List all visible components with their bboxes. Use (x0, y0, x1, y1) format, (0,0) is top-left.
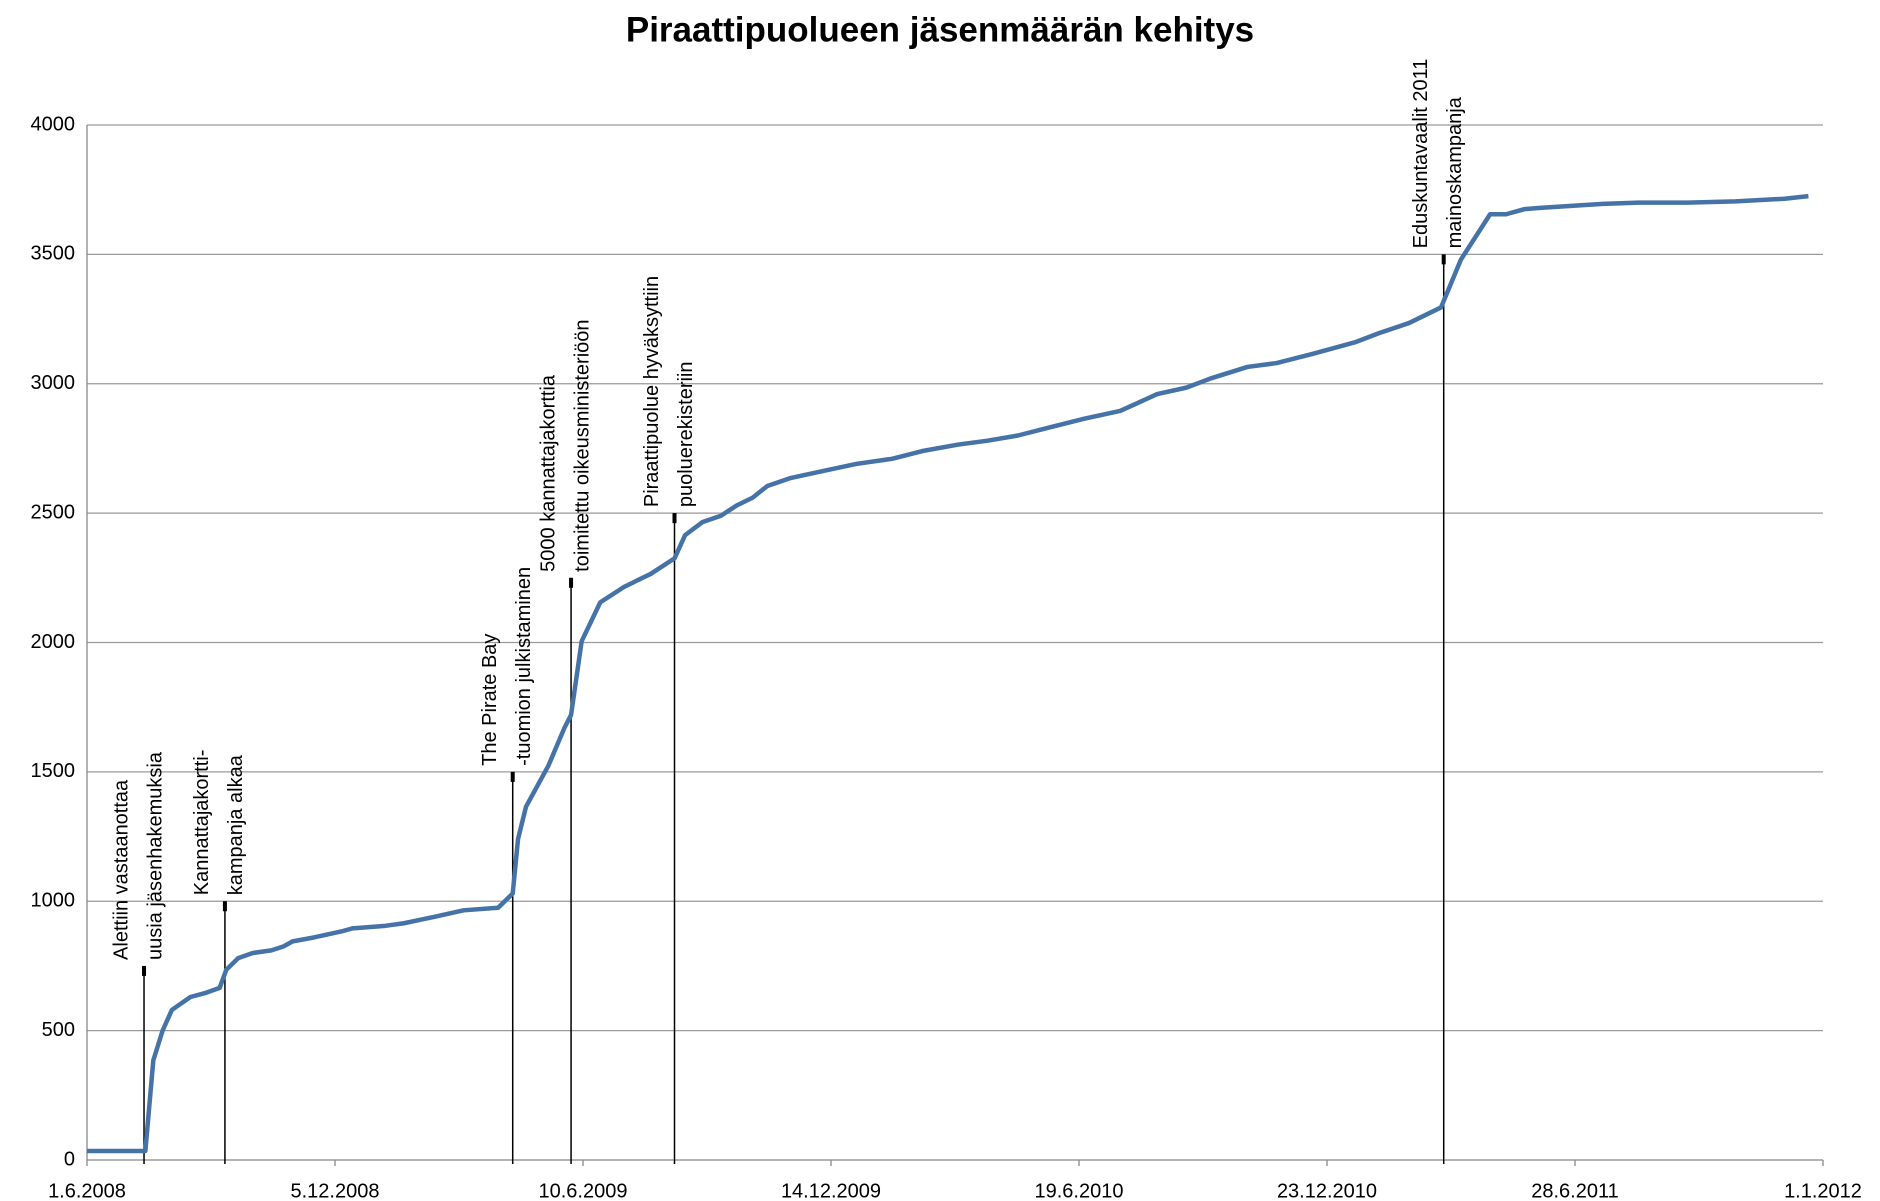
y-tick-label: 2000 (31, 631, 76, 653)
annotation-text: Eduskuntavaalit 2011 (1410, 59, 1432, 249)
y-tick-label: 2500 (31, 501, 76, 523)
annotation-marker (510, 771, 515, 782)
annotation-text: Piraattipuolue hyväksyttiin (641, 276, 663, 507)
y-tick-label: 3500 (31, 243, 76, 265)
annotation-text: Kannattajakortti- (191, 750, 213, 896)
x-tick-label: 1.1.2012 (1784, 1180, 1862, 1201)
chart-title: Piraattipuolueen jäsenmäärän kehitys (626, 10, 1254, 49)
annotation-text: Alettiin vastaanottaa (110, 779, 132, 960)
annotation-text: uusia jäsenhakemuksia (144, 751, 166, 960)
data-line (87, 193, 1809, 1154)
x-tick-label: 14.12.2009 (781, 1180, 881, 1201)
x-tick-label: 19.6.2010 (1035, 1180, 1124, 1201)
y-tick-label: 500 (42, 1019, 75, 1041)
annotation-marker (142, 965, 147, 976)
y-tick-label: 1500 (31, 760, 76, 782)
annotation-text: 5000 kannattajakorttia (537, 374, 559, 572)
x-tick-label: 1.6.2008 (48, 1180, 126, 1201)
annotation-text: puoluerekisteriin (675, 361, 697, 507)
x-tick-label: 5.12.2008 (291, 1180, 380, 1201)
annotation-marker (672, 513, 677, 524)
annotation-text: The Pirate Bay (479, 634, 501, 766)
annotation-text: mainoskampanja (1444, 96, 1466, 248)
x-tick-label: 10.6.2009 (539, 1180, 628, 1201)
annotation-marker (1441, 254, 1446, 265)
x-tick-label: 28.6.2011 (1531, 1180, 1619, 1201)
y-tick-label: 1000 (31, 890, 76, 912)
annotation-text: toimitettu oikeusministeriöön (571, 319, 593, 571)
annotation-text: -tuomion julkistaminen (513, 567, 535, 766)
annotation-text: kampanja alkaa (225, 754, 247, 895)
annotation-marker (569, 577, 574, 588)
annotation-marker (222, 901, 227, 912)
y-tick-label: 4000 (31, 113, 76, 135)
x-tick-label: 23.12.2010 (1277, 1180, 1377, 1201)
y-tick-label: 3000 (31, 372, 76, 394)
y-tick-label: 0 (64, 1148, 75, 1170)
